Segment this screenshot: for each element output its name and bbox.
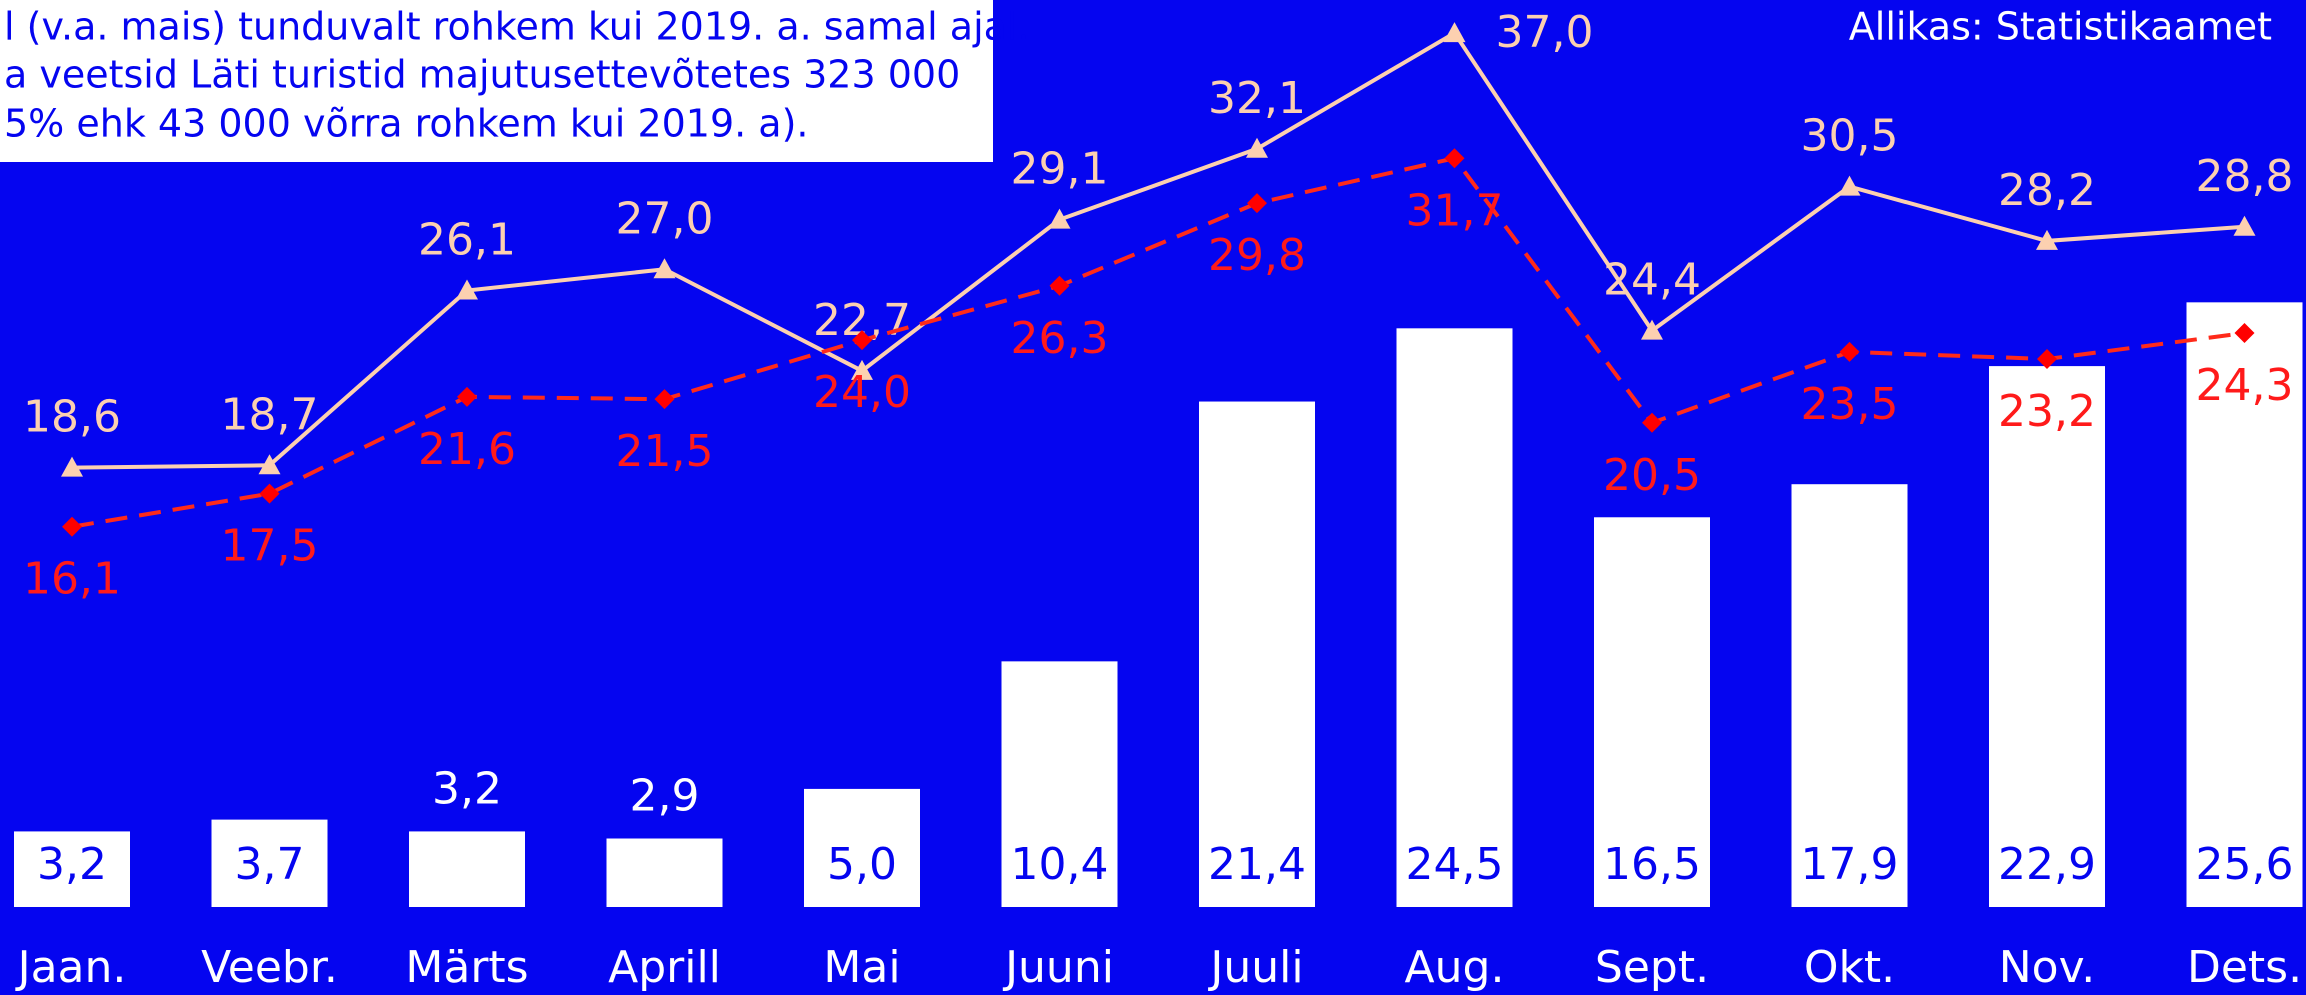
source: Allikas: Statistikaamet [1849, 5, 2272, 49]
note-line: l (v.a. mais) tunduvalt rohkem kui 2019.… [4, 5, 1030, 49]
marker [2037, 349, 2057, 370]
bar [1396, 328, 1513, 908]
bar-label: 3,7 [235, 839, 305, 890]
x-tick-label: Märts [405, 942, 528, 993]
marker [653, 258, 676, 279]
marker [1443, 22, 1466, 43]
marker [1246, 137, 1268, 158]
point-label: 16,1 [23, 554, 121, 605]
bar [2186, 302, 2303, 907]
point-label: 18,7 [221, 389, 319, 440]
point-label: 37,0 [1496, 7, 1594, 58]
point-label: 29,8 [1208, 230, 1306, 281]
marker [456, 279, 478, 300]
point-label: 28,2 [1998, 165, 2096, 216]
line [71, 30, 2245, 470]
point-label: 21,6 [418, 424, 516, 475]
bar [211, 819, 328, 907]
line [71, 156, 2245, 529]
marker [2234, 323, 2255, 344]
bar-label: 3,2 [432, 763, 502, 814]
point-label: 27,0 [616, 193, 714, 244]
marker [61, 456, 83, 477]
point-label: 28,8 [2196, 151, 2294, 202]
x-tick-label: Juuni [1002, 942, 1114, 993]
marker [259, 483, 280, 504]
point-label: 29,1 [1011, 144, 1109, 195]
x-tick-label: Dets. [2187, 942, 2302, 993]
marker [1839, 341, 1860, 362]
marker [1641, 319, 1663, 340]
bar-label: 17,9 [1801, 839, 1899, 890]
bar-label: 21,4 [1208, 839, 1306, 890]
bar-label: 16,5 [1603, 839, 1701, 890]
marker [1642, 412, 1662, 433]
bar [14, 831, 130, 907]
point-label: 20,5 [1603, 450, 1701, 501]
bar-label: 25,6 [2196, 839, 2294, 890]
bar-label: 22,9 [1998, 839, 2096, 890]
x-tick-label: Okt. [1804, 942, 1895, 993]
bar [606, 838, 723, 907]
marker [1247, 193, 1267, 214]
marker [1048, 208, 1071, 229]
marker [1838, 175, 1861, 196]
marker [258, 454, 281, 475]
bar-label: 2,9 [630, 771, 700, 822]
point-label: 18,6 [23, 392, 121, 443]
note-line: 5% ehk 43 000 võrra rohkem kui 2019. a). [4, 102, 809, 146]
bar-label: 5,0 [827, 839, 897, 890]
bar [1989, 366, 2105, 907]
x-tick-label: Aug. [1405, 942, 1505, 993]
point-label: 32,1 [1208, 73, 1306, 124]
x-tick-label: Nov. [1999, 942, 2095, 993]
marker [2036, 229, 2058, 250]
point-label: 24,3 [2196, 360, 2294, 411]
marker [457, 386, 477, 407]
point-label: 17,5 [221, 521, 319, 572]
point-label: 30,5 [1801, 111, 1899, 162]
marker [654, 389, 675, 410]
x-tick-label: Jaan. [15, 942, 127, 993]
marker [1049, 275, 1070, 296]
point-label: 24,4 [1603, 255, 1701, 306]
marker [2233, 215, 2256, 236]
note-line: a veetsid Läti turistid majutusettevõtet… [4, 53, 960, 97]
x-tick-label: Juuli [1207, 942, 1303, 993]
bar-label: 10,4 [1011, 839, 1109, 890]
bar [1594, 517, 1710, 907]
marker [62, 516, 82, 537]
point-label: 26,3 [1011, 313, 1109, 364]
bar [804, 788, 920, 907]
bar [1001, 661, 1118, 907]
x-tick-label: Sept. [1595, 942, 1709, 993]
point-label: 23,2 [1998, 386, 2096, 437]
bar [1791, 484, 1908, 907]
x-tick-label: Veebr. [201, 942, 338, 993]
point-label: 26,1 [418, 215, 516, 266]
bar-label: 3,2 [37, 839, 107, 890]
bar [409, 831, 525, 907]
note-box [0, 0, 993, 162]
point-label: 24,0 [813, 367, 911, 418]
point-label: 21,5 [616, 426, 714, 477]
x-tick-label: Mai [823, 942, 900, 993]
bar-label: 24,5 [1406, 839, 1504, 890]
bar [1199, 401, 1315, 907]
marker [1444, 148, 1465, 169]
marker [851, 359, 873, 380]
x-tick-label: Aprill [608, 942, 721, 993]
marker [852, 330, 872, 351]
point-label: 31,7 [1406, 185, 1504, 236]
point-label: 23,5 [1801, 379, 1899, 430]
